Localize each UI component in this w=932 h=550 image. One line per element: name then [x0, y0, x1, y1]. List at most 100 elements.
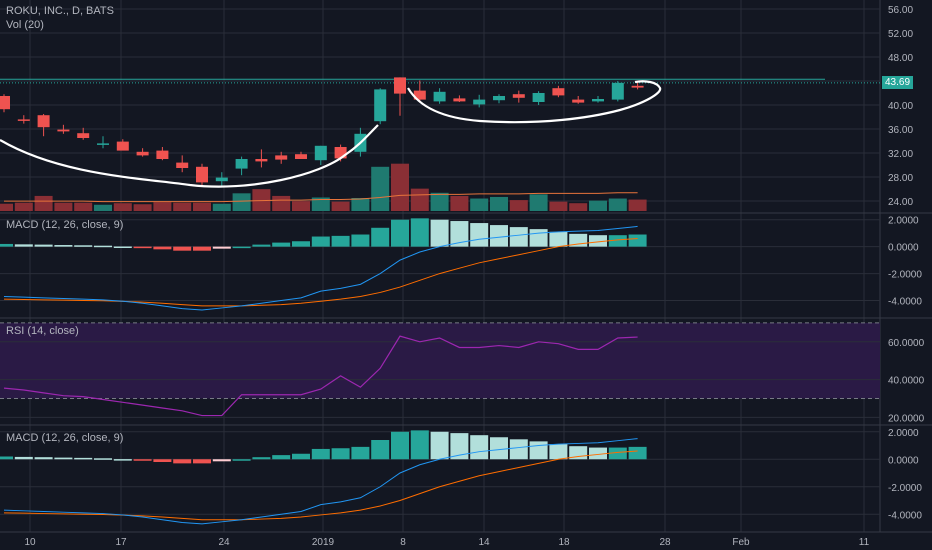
macd1-histogram-bar	[193, 246, 211, 251]
macd1-histogram-bar	[74, 245, 93, 247]
volume-bar	[430, 192, 449, 211]
rsi-line	[3, 335, 638, 417]
volume-bar	[252, 189, 271, 211]
macd1-histogram-bar	[371, 227, 390, 247]
macd2-tick-label: 0.0000	[888, 455, 919, 466]
macd2-histogram-bar	[193, 459, 211, 464]
macd1-histogram-bar	[94, 245, 112, 248]
macd2-histogram-bar	[549, 444, 568, 460]
rsi-band-fill	[0, 322, 880, 399]
candle-body	[196, 166, 208, 183]
volume-bar	[450, 195, 469, 211]
macd2-histogram-bar	[153, 459, 172, 462]
x-tick-label: 18	[558, 537, 570, 548]
candle-body	[176, 162, 189, 168]
price-tick-label: 40.00	[888, 101, 913, 112]
macd2-histogram-bar	[391, 431, 409, 460]
macd2-histogram-bar	[628, 446, 647, 460]
macd1-histogram-bar	[34, 244, 53, 247]
volume-bar	[509, 200, 528, 211]
candle-body	[275, 155, 288, 160]
rsi-legend: RSI (14, close)	[6, 325, 79, 337]
macd1-histogram-bar	[272, 242, 291, 247]
rsi-tick-label: 40.0000	[888, 376, 925, 387]
macd1-histogram-bar	[529, 229, 548, 247]
rsi-tick-label: 20.0000	[888, 413, 925, 424]
candle-body	[295, 154, 307, 159]
macd2-histogram-bar	[371, 440, 390, 460]
macd1-histogram-bar	[391, 219, 409, 247]
x-tick-label: Feb	[732, 537, 750, 548]
candle-body	[215, 177, 228, 182]
macd1-histogram-bar	[212, 246, 231, 249]
candle-body	[473, 99, 486, 105]
macd2-macd-line	[3, 438, 638, 525]
macd1-histogram-bar	[232, 246, 251, 249]
candle-body	[611, 82, 624, 100]
macd2-signal-line	[3, 450, 638, 521]
candle-body	[37, 115, 50, 128]
volume-bar	[589, 200, 607, 211]
volume-bar	[14, 202, 33, 211]
volume-bar	[371, 166, 390, 211]
macd2-tick-label: 2.0000	[888, 428, 919, 439]
volume-bar	[153, 202, 172, 211]
macd2-histogram-bar	[608, 447, 627, 460]
volume-bar	[351, 198, 370, 211]
x-tick-label: 2019	[312, 537, 335, 548]
macd1-macd-line	[3, 225, 638, 311]
price-tick-label: 32.00	[888, 149, 913, 160]
macd1-histogram-bar	[450, 221, 469, 247]
macd1-histogram-bar	[113, 246, 132, 249]
candle-body	[334, 147, 347, 159]
macd2-histogram-bar	[133, 459, 152, 461]
volume-bar	[311, 197, 330, 211]
macd2-histogram-bar	[450, 433, 469, 460]
volume-bar	[608, 198, 627, 211]
rsi-tick-label: 60.0000	[888, 338, 925, 349]
price-tick-label: 24.00	[888, 197, 913, 208]
volume-bar	[549, 201, 568, 211]
volume-bar	[34, 195, 53, 211]
price-tick-label: 48.00	[888, 53, 913, 64]
candle-body	[314, 145, 327, 161]
candle-body	[255, 159, 268, 162]
macd2-tick-label: -2.0000	[888, 483, 922, 494]
macd1-tick-label: 0.0000	[888, 243, 919, 254]
candle-body	[17, 119, 30, 121]
macd1-histogram-bar	[252, 244, 271, 247]
macd2-histogram-bar	[252, 457, 271, 460]
macd1-legend: MACD (12, 26, close, 9)	[6, 219, 124, 231]
price-tick-label: 52.00	[888, 29, 913, 40]
macd2-histogram-bar	[589, 447, 607, 460]
macd1-tick-label: -4.0000	[888, 297, 922, 308]
volume-bar	[74, 202, 93, 211]
macd1-histogram-bar	[608, 235, 627, 247]
macd2-tick-label: -4.0000	[888, 510, 922, 521]
macd2-histogram-bar	[509, 439, 528, 460]
candle-body	[57, 129, 70, 132]
candle-body	[631, 85, 644, 88]
candle-body	[374, 89, 387, 122]
macd2-histogram-bar	[529, 441, 548, 460]
price-tick-label: 36.00	[888, 125, 913, 136]
x-tick-label: 28	[659, 537, 671, 548]
macd1-histogram-bar	[430, 219, 449, 247]
volume-legend: Vol (20)	[6, 19, 44, 31]
macd1-histogram-bar	[628, 234, 647, 247]
macd2-histogram-bar	[212, 459, 231, 462]
macd2-histogram-bar	[430, 431, 449, 460]
macd1-histogram-bar	[54, 245, 73, 247]
macd1-histogram-bar	[589, 235, 607, 247]
macd1-histogram-bar	[0, 243, 13, 247]
volume-bar	[113, 203, 132, 211]
volume-bar	[232, 193, 251, 211]
macd1-signal-line	[3, 238, 638, 307]
price-tick-label: 28.00	[888, 173, 913, 184]
macd1-histogram-bar	[292, 241, 310, 247]
candle-body	[433, 91, 446, 102]
macd1-histogram-bar	[410, 218, 429, 247]
candle-body	[453, 98, 466, 102]
cup-drawing	[407, 80, 662, 124]
